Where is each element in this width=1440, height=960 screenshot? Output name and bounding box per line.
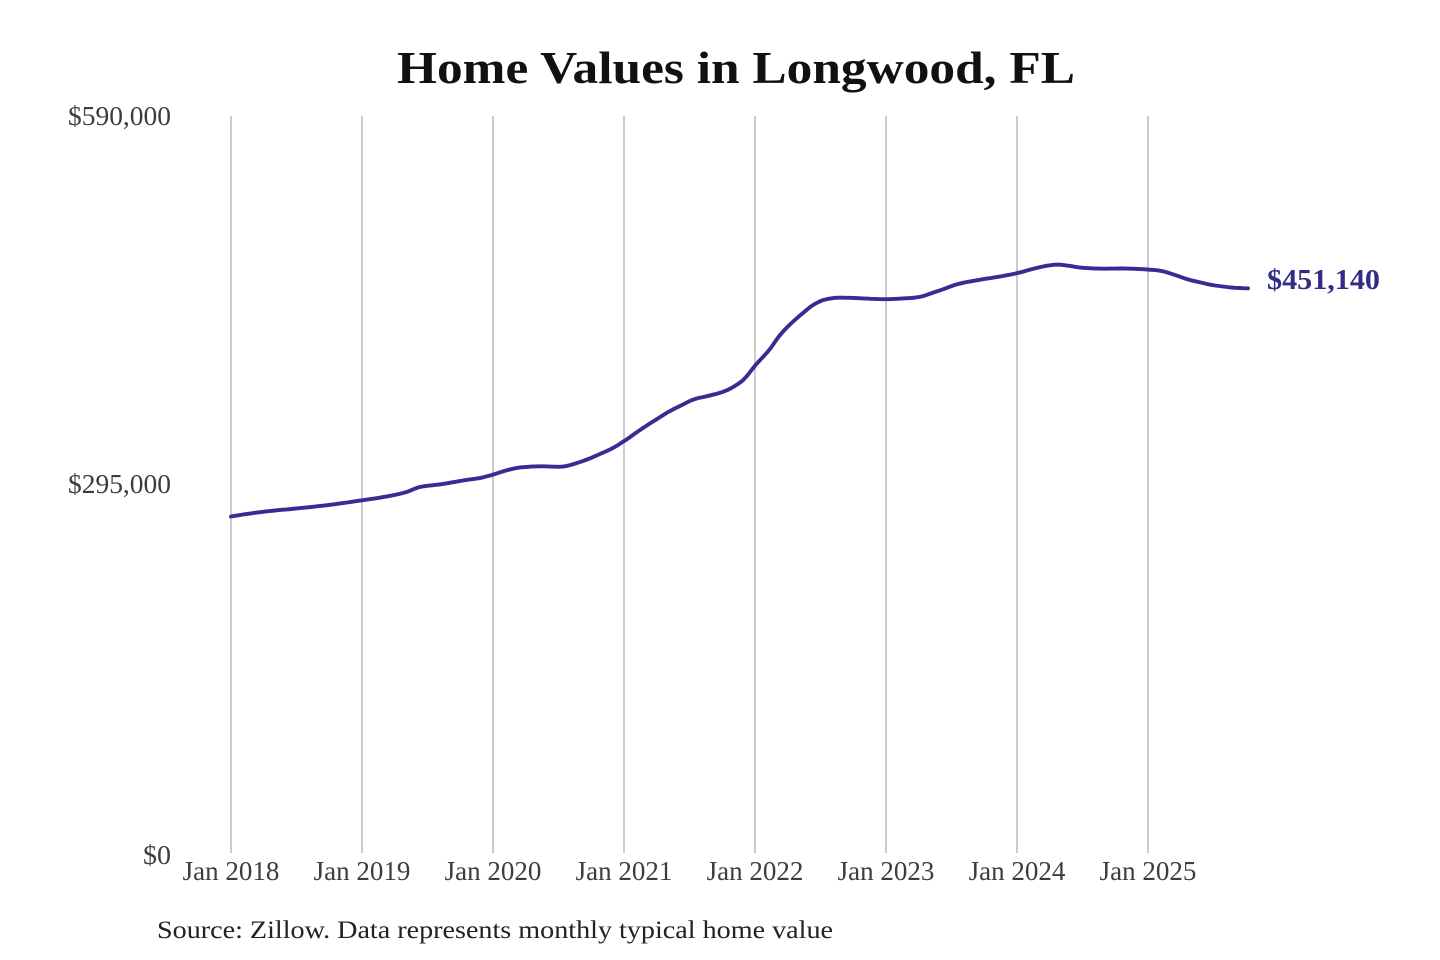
svg-text:$451,140: $451,140	[1267, 265, 1380, 296]
svg-text:$0: $0	[143, 840, 171, 870]
svg-text:Home Values in Longwood, FL: Home Values in Longwood, FL	[397, 42, 1075, 93]
svg-text:$590,000: $590,000	[68, 101, 171, 131]
svg-text:Jan 2020: Jan 2020	[445, 856, 542, 886]
svg-text:Jan 2024: Jan 2024	[969, 856, 1066, 886]
svg-text:$295,000: $295,000	[68, 469, 171, 499]
svg-text:Jan 2023: Jan 2023	[838, 856, 935, 886]
svg-text:Jan 2022: Jan 2022	[707, 856, 804, 886]
svg-text:Jan 2025: Jan 2025	[1100, 856, 1197, 886]
svg-text:Source: Zillow. Data represent: Source: Zillow. Data represents monthly …	[157, 917, 833, 944]
svg-text:Jan 2021: Jan 2021	[576, 856, 673, 886]
svg-text:Jan 2018: Jan 2018	[183, 856, 280, 886]
svg-text:Jan 2019: Jan 2019	[314, 856, 411, 886]
